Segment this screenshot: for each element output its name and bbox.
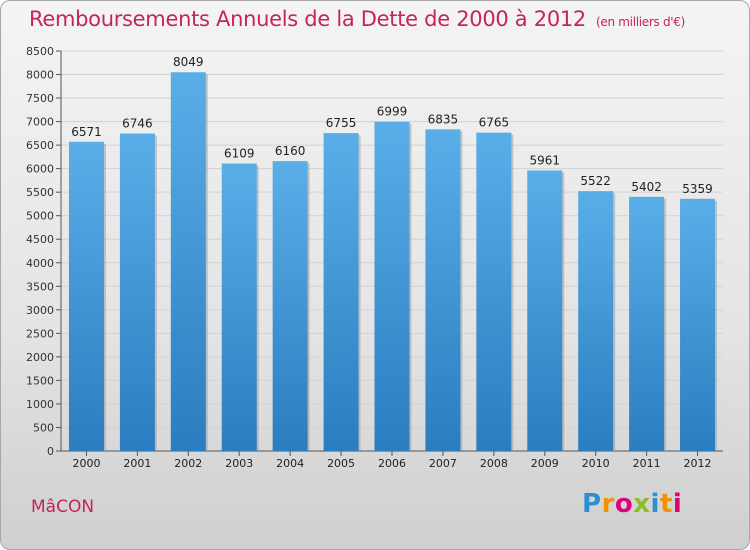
unit-note: (en milliers d'€) [596, 15, 686, 29]
y-tick-label: 5000 [26, 210, 54, 223]
y-tick-label: 2500 [26, 327, 54, 340]
bar-2009 [527, 170, 563, 451]
data-label: 6160 [275, 144, 306, 158]
data-label: 6835 [428, 112, 459, 126]
y-tick-label: 3500 [26, 280, 54, 293]
y-tick-label: 2000 [26, 351, 54, 364]
y-tick-label: 6500 [26, 139, 54, 152]
bar-2003 [221, 163, 257, 452]
y-tick-label: 6000 [26, 163, 54, 176]
x-tick-label: 2012 [684, 457, 712, 470]
y-tick-label: 8500 [26, 45, 54, 58]
x-tick-label: 2004 [276, 457, 304, 470]
bar-2005 [323, 133, 359, 451]
x-tick-label: 2009 [531, 457, 559, 470]
y-tick-label: 3000 [26, 304, 54, 317]
chart-title-text: Remboursements Annuels de la Dette de 20… [29, 7, 586, 31]
y-tick-label: 4500 [26, 233, 54, 246]
proxiti-logo: Proxiti [582, 489, 683, 519]
bar-2000 [68, 141, 104, 451]
data-label: 5359 [682, 182, 713, 196]
x-tick-label: 2008 [480, 457, 508, 470]
x-tick-label: 2000 [72, 457, 100, 470]
x-tick-label: 2001 [123, 457, 151, 470]
x-tick-label: 2010 [582, 457, 610, 470]
y-tick-label: 4000 [26, 257, 54, 270]
x-tick-label: 2005 [327, 457, 355, 470]
data-label: 6109 [224, 147, 255, 161]
data-label: 5402 [631, 180, 662, 194]
x-tick-label: 2007 [429, 457, 457, 470]
bar-2012 [680, 198, 716, 451]
x-tick-label: 2006 [378, 457, 406, 470]
bar-2007 [425, 129, 461, 451]
y-tick-label: 1500 [26, 374, 54, 387]
x-tick-label: 2003 [225, 457, 253, 470]
data-label: 6571 [71, 125, 102, 139]
chart-title: Remboursements Annuels de la Dette de 20… [29, 7, 685, 31]
y-tick-label: 8000 [26, 69, 54, 82]
x-tick-label: 2002 [174, 457, 202, 470]
y-tick-label: 5500 [26, 186, 54, 199]
y-tick-label: 500 [33, 421, 54, 434]
y-tick-label: 7000 [26, 116, 54, 129]
data-label: 5522 [580, 174, 611, 188]
bar-2011 [629, 196, 665, 451]
data-label: 6755 [326, 116, 357, 130]
bar-2004 [272, 161, 308, 451]
city-label: MâCON [31, 497, 95, 517]
y-tick-label: 7500 [26, 92, 54, 105]
bar-2010 [578, 191, 614, 451]
data-label: 5961 [529, 153, 560, 167]
bar-2006 [374, 121, 410, 452]
bar-2001 [119, 133, 155, 451]
data-label: 6746 [122, 117, 153, 131]
y-tick-label: 1000 [26, 398, 54, 411]
bar-2008 [476, 132, 512, 451]
bar-2002 [170, 72, 206, 452]
x-tick-label: 2011 [633, 457, 661, 470]
data-label: 6765 [479, 116, 510, 130]
y-tick-label: 0 [47, 445, 54, 458]
data-label: 6999 [377, 105, 408, 119]
data-label: 8049 [173, 55, 204, 69]
